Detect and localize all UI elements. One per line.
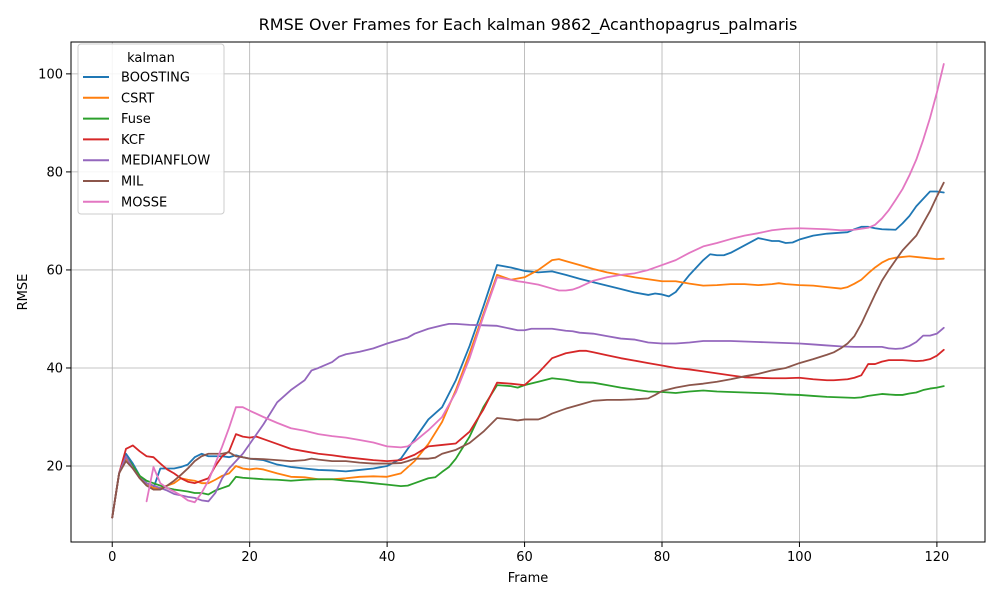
legend-label-medianflow: MEDIANFLOW xyxy=(121,154,210,169)
y-tick-label: 100 xyxy=(38,67,63,82)
series-line-boosting xyxy=(111,190,945,519)
x-tick-label: 0 xyxy=(108,550,116,565)
legend-label-mosse: MOSSE xyxy=(121,195,167,210)
x-tick-label: 60 xyxy=(516,550,533,565)
legend-label-mil: MIL xyxy=(121,175,144,190)
x-tick-label: 40 xyxy=(379,550,396,565)
legend-label-boosting: BOOSTING xyxy=(121,71,190,86)
x-tick-label: 100 xyxy=(787,550,812,565)
x-tick-label: 120 xyxy=(924,550,949,565)
legend-title: kalman xyxy=(127,51,175,66)
x-tick-label: 20 xyxy=(241,550,258,565)
legend-label-kcf: KCF xyxy=(121,133,145,148)
series-line-mil xyxy=(111,181,945,519)
y-tick-label: 60 xyxy=(46,263,63,278)
legend: kalman BOOSTING CSRT Fuse KCF MEDIANFLOW MIL M… xyxy=(77,43,225,215)
series-line-csrt xyxy=(111,255,945,519)
y-tick-label: 80 xyxy=(46,165,63,180)
legend-box xyxy=(77,43,225,215)
series-line-medianflow xyxy=(111,322,945,519)
axis-ticks: 0 20 40 60 80 100 120 20 40 60 80 100 xyxy=(38,67,949,565)
series-lines xyxy=(111,63,945,519)
x-axis-title: Frame xyxy=(508,571,549,586)
legend-label-csrt: CSRT xyxy=(121,91,154,106)
x-tick-label: 80 xyxy=(654,550,671,565)
y-tick-label: 20 xyxy=(46,460,63,475)
legend-label-fuse: Fuse xyxy=(121,112,151,127)
y-axis-title: RMSE xyxy=(16,274,31,311)
series-line-kcf xyxy=(111,348,945,519)
chart-title: RMSE Over Frames for Each kalman 9862_Ac… xyxy=(259,15,798,35)
grid xyxy=(71,42,985,542)
y-tick-label: 40 xyxy=(46,361,63,376)
plot-area-frame xyxy=(70,41,986,543)
series-line-mosse xyxy=(145,63,945,504)
